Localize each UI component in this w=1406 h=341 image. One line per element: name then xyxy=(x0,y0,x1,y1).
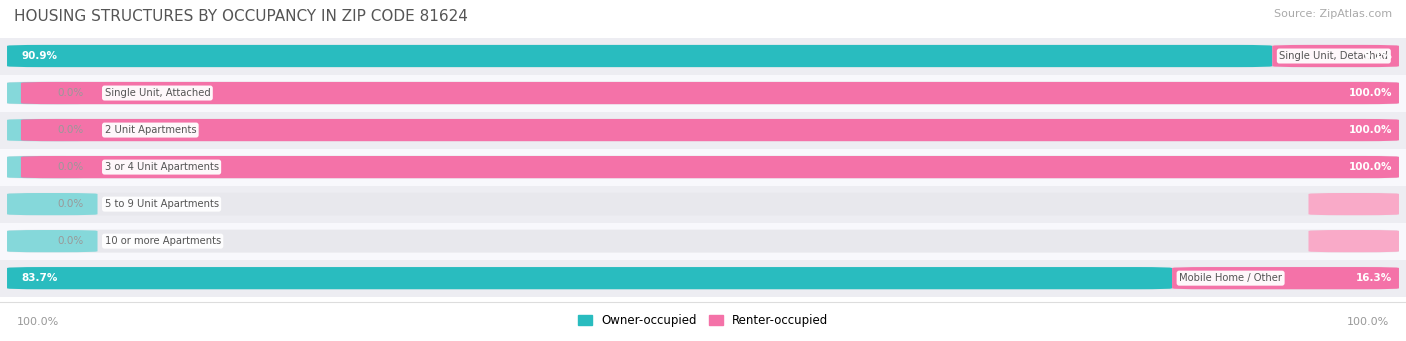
Bar xyxy=(0,260,1406,297)
Bar xyxy=(0,186,1406,223)
FancyBboxPatch shape xyxy=(7,267,1173,289)
Text: 90.9%: 90.9% xyxy=(21,51,58,61)
Bar xyxy=(0,75,1406,112)
Text: 0.0%: 0.0% xyxy=(58,125,83,135)
FancyBboxPatch shape xyxy=(7,193,97,215)
Legend: Owner-occupied, Renter-occupied: Owner-occupied, Renter-occupied xyxy=(572,309,834,332)
Bar xyxy=(0,112,1406,149)
Text: HOUSING STRUCTURES BY OCCUPANCY IN ZIP CODE 81624: HOUSING STRUCTURES BY OCCUPANCY IN ZIP C… xyxy=(14,9,468,24)
Bar xyxy=(0,223,1406,260)
FancyBboxPatch shape xyxy=(7,82,97,104)
Text: 9.1%: 9.1% xyxy=(1362,51,1392,61)
FancyBboxPatch shape xyxy=(21,82,1399,104)
FancyBboxPatch shape xyxy=(7,45,1272,67)
FancyBboxPatch shape xyxy=(1272,45,1399,67)
FancyBboxPatch shape xyxy=(1309,230,1399,252)
Text: 83.7%: 83.7% xyxy=(21,273,58,283)
FancyBboxPatch shape xyxy=(7,81,1399,105)
Text: 5 to 9 Unit Apartments: 5 to 9 Unit Apartments xyxy=(104,199,219,209)
Text: Mobile Home / Other: Mobile Home / Other xyxy=(1180,273,1282,283)
Text: 0.0%: 0.0% xyxy=(58,199,83,209)
FancyBboxPatch shape xyxy=(7,267,1399,290)
Text: 0.0%: 0.0% xyxy=(58,236,83,246)
FancyBboxPatch shape xyxy=(21,119,1399,141)
Bar xyxy=(0,38,1406,75)
Text: 0.0%: 0.0% xyxy=(58,88,83,98)
Text: Source: ZipAtlas.com: Source: ZipAtlas.com xyxy=(1274,9,1392,18)
FancyBboxPatch shape xyxy=(1309,193,1399,215)
Text: 0.0%: 0.0% xyxy=(58,162,83,172)
FancyBboxPatch shape xyxy=(7,155,1399,179)
Text: 100.0%: 100.0% xyxy=(1348,162,1392,172)
FancyBboxPatch shape xyxy=(21,156,1399,178)
FancyBboxPatch shape xyxy=(7,229,1399,253)
Text: 100.0%: 100.0% xyxy=(1348,125,1392,135)
Text: 100.0%: 100.0% xyxy=(17,317,59,327)
Text: 100.0%: 100.0% xyxy=(1348,88,1392,98)
FancyBboxPatch shape xyxy=(7,193,1399,216)
Text: 100.0%: 100.0% xyxy=(1347,317,1389,327)
Text: 10 or more Apartments: 10 or more Apartments xyxy=(104,236,221,246)
FancyBboxPatch shape xyxy=(7,119,1399,142)
Text: Single Unit, Detached: Single Unit, Detached xyxy=(1279,51,1388,61)
FancyBboxPatch shape xyxy=(7,156,97,178)
Bar xyxy=(0,149,1406,186)
FancyBboxPatch shape xyxy=(1173,267,1399,289)
Text: 16.3%: 16.3% xyxy=(1355,273,1392,283)
Text: Single Unit, Attached: Single Unit, Attached xyxy=(104,88,211,98)
Text: 3 or 4 Unit Apartments: 3 or 4 Unit Apartments xyxy=(104,162,219,172)
Text: 2 Unit Apartments: 2 Unit Apartments xyxy=(104,125,197,135)
FancyBboxPatch shape xyxy=(7,45,1399,68)
FancyBboxPatch shape xyxy=(7,230,97,252)
FancyBboxPatch shape xyxy=(7,119,97,141)
